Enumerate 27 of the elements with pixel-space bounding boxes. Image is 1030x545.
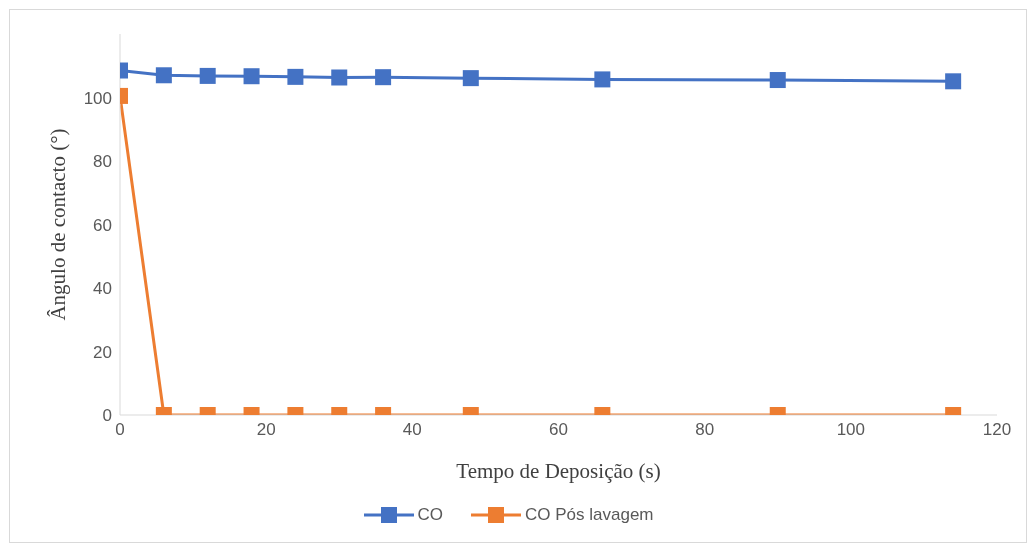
point (287, 68, 304, 85)
x-tick-label: 120 (982, 420, 1012, 440)
point (462, 70, 479, 87)
y-tick-label: 0 (102, 406, 112, 426)
x-tick-label: 80 (695, 420, 715, 440)
point (945, 73, 962, 90)
y-tick-label: 80 (93, 152, 112, 172)
point (375, 69, 392, 86)
point (243, 68, 260, 85)
x-tick-label: 40 (402, 420, 422, 440)
x-tick-label: 0 (115, 420, 125, 440)
y-tick-label: 40 (93, 279, 112, 299)
x-tick-label: 20 (256, 420, 276, 440)
x-tick-label: 60 (549, 420, 568, 440)
point (331, 69, 348, 86)
y-tick-label: 60 (93, 215, 112, 235)
point (199, 67, 216, 84)
y-tick-label: 20 (93, 342, 112, 362)
point (594, 71, 611, 88)
y-tick-label: 100 (83, 88, 112, 108)
x-axis-title: Tempo de Deposição (s) (456, 458, 661, 483)
x-tick-label: 100 (836, 420, 866, 440)
point (155, 67, 172, 84)
legend-label: CO Pós lavagem (524, 505, 654, 525)
y-axis-title: Ângulo de contacto (°) (46, 128, 71, 321)
point (769, 72, 786, 89)
legend-label: CO (416, 505, 443, 525)
